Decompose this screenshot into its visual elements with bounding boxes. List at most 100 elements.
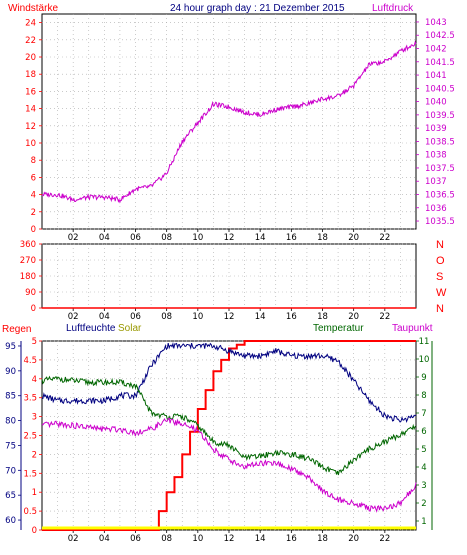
winddir-degree-label: 270	[20, 256, 36, 266]
windstaerke-tick-label: 22	[25, 36, 36, 46]
luftdruck-tick-label: 1037.5	[425, 164, 455, 174]
panel-1-xtick-label: 14	[255, 233, 266, 243]
luftdruck-tick-label: 1043	[425, 18, 447, 28]
panel-2-xtick-label: 04	[99, 312, 110, 322]
panel-2-xtick-label: 18	[317, 312, 328, 322]
luftdruck-tick-label: 1040	[425, 98, 447, 108]
winddir-degree-label: 90	[25, 288, 36, 298]
temperatur-tick-label: 8	[421, 391, 426, 401]
luftdruck-tick-label: 1036.5	[425, 190, 455, 200]
windstaerke-tick-label: 6	[31, 173, 36, 183]
windstaerke-tick-label: 14	[25, 105, 36, 115]
luftfeuchte-series-line	[41, 341, 417, 424]
panel-1-xtick-label: 20	[348, 233, 359, 243]
luftdruck-tick-label: 1041.5	[425, 58, 455, 68]
panel-1-xtick-label: 04	[99, 233, 110, 243]
panel-1-xtick-label: 22	[379, 233, 390, 243]
temperatur-tick-label: 5	[421, 445, 426, 455]
panel-1-xtick-label: 16	[286, 233, 297, 243]
windstaerke-tick-label: 16	[25, 87, 36, 97]
regen-tick-label: 3	[32, 413, 37, 423]
panel-3-xtick-label: 08	[161, 534, 172, 544]
panel-3-xtick-label: 18	[317, 534, 328, 544]
luftdruck-tick-label: 1035.5	[425, 217, 455, 227]
luftdruck-tick-label: 1038.5	[425, 137, 455, 147]
temperatur-tick-label: 3	[421, 481, 426, 491]
panel-2-xtick-label: 14	[255, 312, 266, 322]
windstaerke-tick-label: 8	[31, 156, 36, 166]
windstaerke-tick-label: 2	[31, 208, 36, 218]
panel-2-xtick-label: 02	[68, 312, 79, 322]
winddir-degree-label: 0	[31, 304, 36, 314]
panel-3-xtick-label: 12	[224, 534, 235, 544]
panel-1-xtick-label: 06	[130, 233, 141, 243]
panel-1-xtick-label: 18	[317, 233, 328, 243]
panel-2-xtick-label: 22	[379, 312, 390, 322]
panel-3-xtick-label: 14	[255, 534, 266, 544]
winddir-compass-label: W	[436, 287, 447, 299]
windstaerke-tick-label: 20	[25, 53, 36, 63]
panel-2-xtick-label: 12	[224, 312, 235, 322]
temperatur-tick-label: 7	[421, 409, 426, 419]
luftdruck-tick-label: 1038	[425, 151, 447, 161]
panel-3-xtick-label: 02	[68, 534, 79, 544]
luftfeuchte-tick-label: 65	[5, 491, 16, 501]
luftdruck-tick-label: 1037	[425, 177, 447, 187]
winddir-compass-label: N	[436, 303, 444, 315]
winddir-degree-label: 360	[20, 240, 36, 250]
chart-marks: 0246810121416182022241035.510361036.5103…	[5, 14, 455, 544]
luftfeuchte-tick-label: 90	[5, 367, 16, 377]
regen-tick-label: 4.5	[23, 356, 37, 366]
solar-label: Solar	[118, 323, 142, 334]
regen-tick-label: 0.5	[23, 507, 37, 517]
panel-3-xtick-label: 06	[130, 534, 141, 544]
luftfeuchte-tick-label: 95	[5, 342, 16, 352]
winddir-degree-label: 180	[20, 272, 36, 282]
luftdruck-tick-label: 1039	[425, 124, 447, 134]
header-windstaerke-label: Windstärke	[8, 3, 58, 14]
regen-tick-label: 5	[32, 337, 37, 347]
panel-2-xtick-label: 06	[130, 312, 141, 322]
windstaerke-tick-label: 12	[25, 122, 36, 132]
panel-3-xtick-label: 20	[348, 534, 359, 544]
windstaerke-tick-label: 24	[25, 19, 36, 29]
panel-3-xtick-label: 16	[286, 534, 297, 544]
header-title: 24 hour graph day : 21 Dezember 2015	[170, 3, 345, 14]
winddir-compass-label: N	[436, 239, 444, 251]
panel-2-xtick-label: 16	[286, 312, 297, 322]
panel-1-xtick-label: 02	[68, 233, 79, 243]
luftdruck-tick-label: 1036	[425, 204, 447, 214]
header-luftdruck-label: Luftdruck	[372, 3, 414, 14]
temperatur-tick-label: 9	[421, 373, 426, 383]
windstaerke-tick-label: 0	[31, 225, 36, 235]
regen-tick-label: 2	[32, 450, 37, 460]
luftdruck-series-line	[41, 40, 417, 204]
temperatur-series-line	[41, 375, 417, 476]
luftdruck-tick-label: 1042	[425, 45, 447, 55]
luftdruck-tick-label: 1040.5	[425, 84, 455, 94]
temperatur-tick-label: 4	[421, 463, 426, 473]
panel-2-xtick-label: 08	[161, 312, 172, 322]
regen-tick-label: 3.5	[23, 394, 37, 404]
panel-3-xtick-label: 04	[99, 534, 110, 544]
winddir-compass-label: S	[436, 271, 443, 283]
luftfeuchte-tick-label: 75	[5, 441, 16, 451]
taupunkt-series-line	[41, 417, 417, 513]
luftfeuchte-tick-label: 85	[5, 392, 16, 402]
windstaerke-tick-label: 18	[25, 70, 36, 80]
panel-2-xtick-label: 10	[192, 312, 203, 322]
regen-tick-label: 4	[32, 375, 37, 385]
regen-tick-label: 2.5	[23, 432, 37, 442]
temperatur-tick-label: 11	[419, 337, 430, 347]
panel-1-xtick-label: 12	[224, 233, 235, 243]
windstaerke-tick-label: 4	[31, 191, 36, 201]
luftfeuchte-tick-label: 60	[5, 516, 16, 526]
regen-label: Regen	[2, 324, 31, 335]
temperatur-tick-label: 10	[419, 355, 430, 365]
panel-2-xtick-label: 20	[348, 312, 359, 322]
taupunkt-label: Taupunkt	[392, 323, 433, 334]
panel-1-xtick-label: 08	[161, 233, 172, 243]
panel-3-xtick-label: 22	[379, 534, 390, 544]
windstaerke-tick-label: 10	[25, 139, 36, 149]
